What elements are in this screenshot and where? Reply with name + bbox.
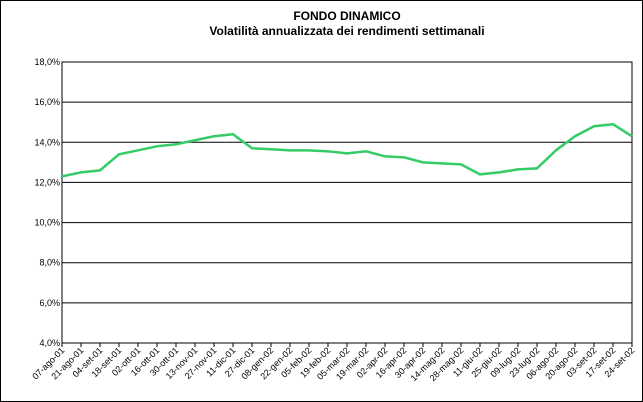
y-tick-label: 6,0% [39,298,60,308]
y-tick-label: 4,0% [39,338,60,348]
y-tick-label: 16,0% [34,97,60,107]
y-tick-label: 14,0% [34,137,60,147]
y-tick-label: 10,0% [34,218,60,228]
y-tick-label: 8,0% [39,258,60,268]
line-series [61,122,633,178]
y-tick-label: 12,0% [34,177,60,187]
chart-title: FONDO DINAMICO [293,9,400,23]
y-tick-label: 18,0% [34,57,60,67]
chart-subtitle: Volatilità annualizzata dei rendimenti s… [209,24,484,38]
